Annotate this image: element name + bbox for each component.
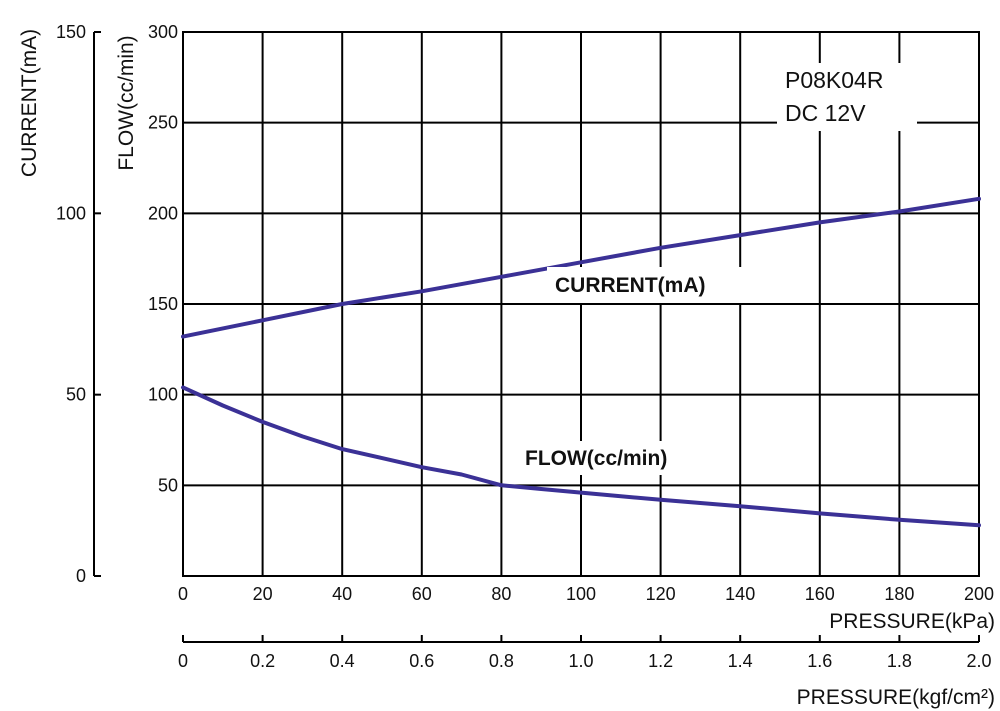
kgf-tick-label: 0 — [178, 651, 188, 671]
tick-labels: 50 100 150 200 250 300 0 50 100 150 0 20 40 60 80 100 12… — [56, 22, 994, 671]
kgf-tick-label: 0.6 — [409, 651, 434, 671]
current-series-label: CURRENT(mA) — [555, 274, 706, 297]
current-series-line — [181, 196, 981, 339]
flow-tick-label: 300 — [148, 22, 178, 42]
flow-tick-label: 250 — [148, 113, 178, 133]
kgf-tick-label: 0.4 — [330, 651, 355, 671]
current-tick-label: 50 — [66, 385, 86, 405]
kgf-tick-label: 1.8 — [887, 651, 912, 671]
kgf-tick-label: 2.0 — [966, 651, 991, 671]
kpa-tick-label: 80 — [491, 584, 511, 604]
current-label-background — [547, 267, 765, 303]
kpa-tick-label: 120 — [646, 584, 676, 604]
axes — [93, 31, 980, 643]
kpa-tick-label: 0 — [178, 584, 188, 604]
flow-tick-label: 50 — [158, 475, 178, 495]
current-tick-label: 0 — [76, 566, 86, 586]
kpa-tick-label: 100 — [566, 584, 596, 604]
flow-series-label: FLOW(cc/min) — [525, 447, 667, 470]
kgf-tick-label: 1.6 — [807, 651, 832, 671]
flow-tick-label: 150 — [148, 294, 178, 314]
kpa-tick-label: 200 — [964, 584, 994, 604]
kgf-tick-label: 0.2 — [250, 651, 275, 671]
kgf-tick-label: 1.2 — [648, 651, 673, 671]
x-axis-title-kgf: PRESSURE(kgf/cm²) — [797, 686, 995, 709]
kpa-tick-label: 180 — [884, 584, 914, 604]
kpa-tick-label: 140 — [725, 584, 755, 604]
kpa-tick-label: 40 — [332, 584, 352, 604]
series-lines — [181, 196, 981, 528]
kpa-tick-label: 160 — [805, 584, 835, 604]
flow-label-background — [517, 441, 717, 475]
flow-tick-label: 200 — [148, 203, 178, 223]
y-axis-title-current: CURRENT(mA) — [18, 29, 41, 177]
kgf-tick-label: 0.8 — [489, 651, 514, 671]
voltage-label: DC 12V — [785, 100, 866, 126]
x-axis-title-kpa: PRESSURE(kPa) — [829, 610, 995, 633]
current-tick-label: 100 — [56, 203, 86, 223]
current-tick-label: 150 — [56, 22, 86, 42]
model-label-background — [777, 63, 917, 131]
flow-tick-label: 100 — [148, 385, 178, 405]
model-label: P08K04R — [785, 67, 883, 93]
y-axis-title-flow: FLOW(cc/min) — [115, 35, 138, 170]
kpa-tick-label: 20 — [253, 584, 273, 604]
flow-series-line — [181, 385, 981, 528]
kgf-tick-label: 1.0 — [568, 651, 593, 671]
kpa-tick-label: 60 — [412, 584, 432, 604]
kgf-tick-label: 1.4 — [728, 651, 753, 671]
